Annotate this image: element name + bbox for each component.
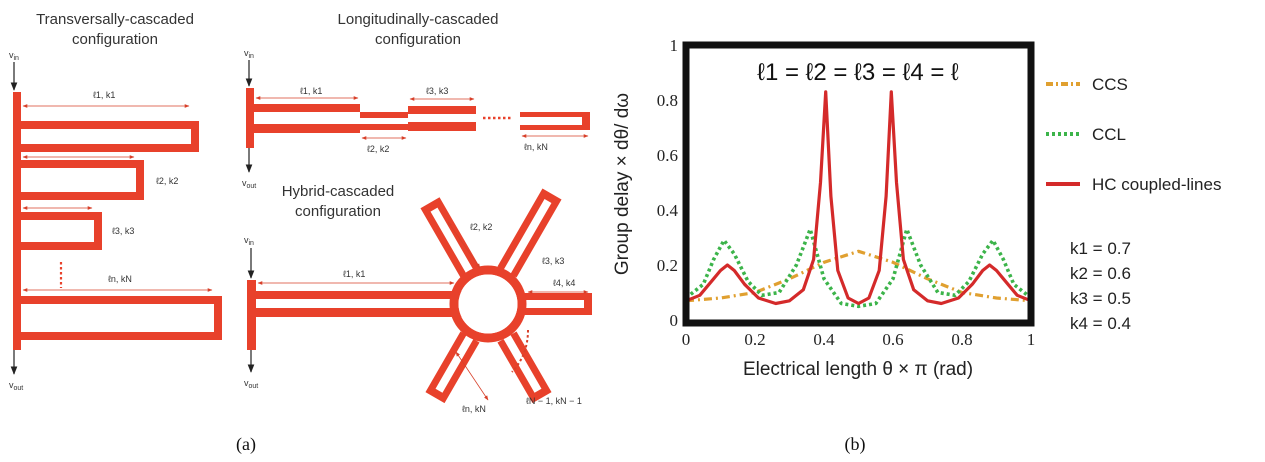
hybrid-vin: vin [244,235,254,247]
hybrid-branch-n [425,331,480,404]
y-tick-label: 0.2 [657,256,678,275]
hybrid-branch-n-1 [497,331,552,404]
longitudinal-sec2-bottom [360,124,408,130]
series-line-ccs [685,249,1032,303]
legend-label-hc: HC coupled-lines [1092,175,1221,194]
transversal-label-n: ℓn, kN [108,274,132,284]
transversal-spine-lower [13,288,21,348]
y-tick-label: 0.8 [657,91,678,110]
x-tick-label: 0 [682,330,691,349]
x-axis-label: Electrical length θ × π (rad) [743,359,973,380]
y-tick-label: 1 [670,36,679,55]
hybrid-line-bottom [247,308,462,317]
k4-value: k4 = 0.4 [1070,314,1131,333]
y-tick-label: 0 [670,311,679,330]
hybrid-ring-hole [458,274,518,334]
y-ticks: 0 0.2 0.4 0.6 0.8 1 [657,36,679,330]
legend-label-ccs: CCS [1092,75,1128,94]
x-tick-label: 0.6 [882,330,903,349]
longitudinal-label-n: ℓn, kN [524,142,548,152]
hybrid-label-n-1: ℓN − 1, kN − 1 [526,396,582,406]
x-tick-label: 0.8 [951,330,972,349]
hybrid-dim-n [455,351,489,401]
hybrid-label-n: ℓn, kN [462,404,486,414]
x-tick-label: 0.2 [744,330,765,349]
series-line-ccl [684,227,1033,309]
y-tick-label: 0.6 [657,146,678,165]
longitudinal-port [246,88,254,148]
transversal-spine [13,92,21,350]
transversal-label-2: ℓ2, k2 [156,176,178,186]
k-values: k1 = 0.7 k2 = 0.6 k3 = 0.5 k4 = 0.4 [1070,239,1131,333]
longitudinal-diagram: Longitudinally-cascaded configuration vi… [242,11,590,190]
series-line-hc-coupled-lines [685,90,1032,306]
hybrid-label-3: ℓ3, k3 [542,256,564,266]
transversal-diagram: Transversally-cascaded configuration vin… [9,11,222,392]
transversal-title-line2: configuration [72,31,158,48]
hybrid-diagram: Hybrid-cascaded configuration vin ℓ1, k1… [244,183,592,414]
hybrid-vout: vout [244,378,258,390]
hybrid-ellipsis [511,329,529,373]
transversal-stub-2 [21,160,144,200]
longitudinal-vout: vout [242,178,256,190]
plot-series [684,90,1033,309]
hybrid-ring [449,265,527,343]
hybrid-label-2: ℓ2, k2 [470,222,492,232]
hybrid-title-line2: configuration [295,203,381,220]
longitudinal-sec2-top [360,112,408,118]
longitudinal-label-2: ℓ2, k2 [367,144,389,154]
transversal-vout: vout [9,380,23,392]
transversal-stub-n [13,296,222,340]
transversal-stub-3 [21,212,102,250]
hybrid-title-line1: Hybrid-cascaded [282,183,395,200]
legend-label-ccl: CCL [1092,125,1126,144]
longitudinal-label-1: ℓ1, k1 [300,86,322,96]
longitudinal-label-3: ℓ3, k3 [426,86,448,96]
caption-b: (b) [845,434,866,455]
longitudinal-sec3-top [408,106,476,114]
transversal-title-line1: Transversally-cascaded [36,11,194,28]
hybrid-label-1: ℓ1, k1 [343,269,365,279]
x-tick-label: 0.4 [813,330,835,349]
hybrid-branch-4 [522,293,592,315]
y-tick-label: 0.4 [657,201,679,220]
hybrid-line-top [256,291,462,299]
longitudinal-sec1-bottom [246,124,360,133]
x-tick-label: 1 [1027,330,1036,349]
k1-value: k1 = 0.7 [1070,239,1131,258]
longitudinal-sec1-top [254,104,360,112]
transversal-stub-1 [21,121,199,152]
legend: CCS CCL HC coupled-lines [1046,75,1221,194]
longitudinal-sec-n [520,112,590,130]
k3-value: k3 = 0.5 [1070,289,1131,308]
hybrid-branch-2 [420,197,480,278]
equation-label: ℓ1 = ℓ2 = ℓ3 = ℓ4 = ℓ [757,59,959,86]
y-axis-label: Group delay × dθ/ dω [612,93,633,275]
transversal-vin: vin [9,50,19,62]
plot-frame [682,41,1035,327]
caption-a: (a) [236,434,256,455]
chart: ℓ1 = ℓ2 = ℓ3 = ℓ4 = ℓ 0 0.2 0.4 0.6 0.8 1 0 0.… [612,36,1221,380]
transversal-label-1: ℓ1, k1 [93,90,115,100]
x-ticks: 0 0.2 0.4 0.6 0.8 1 [682,330,1036,349]
hybrid-dim-2 [447,221,481,269]
k2-value: k2 = 0.6 [1070,264,1131,283]
longitudinal-title-line2: configuration [375,31,461,48]
longitudinal-vin: vin [244,48,254,60]
hybrid-branch-3 [497,188,562,278]
hybrid-label-4: ℓ4, k4 [553,278,575,288]
longitudinal-sec3-bottom [408,122,476,131]
longitudinal-title-line1: Longitudinally-cascaded [338,11,499,28]
transversal-label-3: ℓ3, k3 [112,226,134,236]
